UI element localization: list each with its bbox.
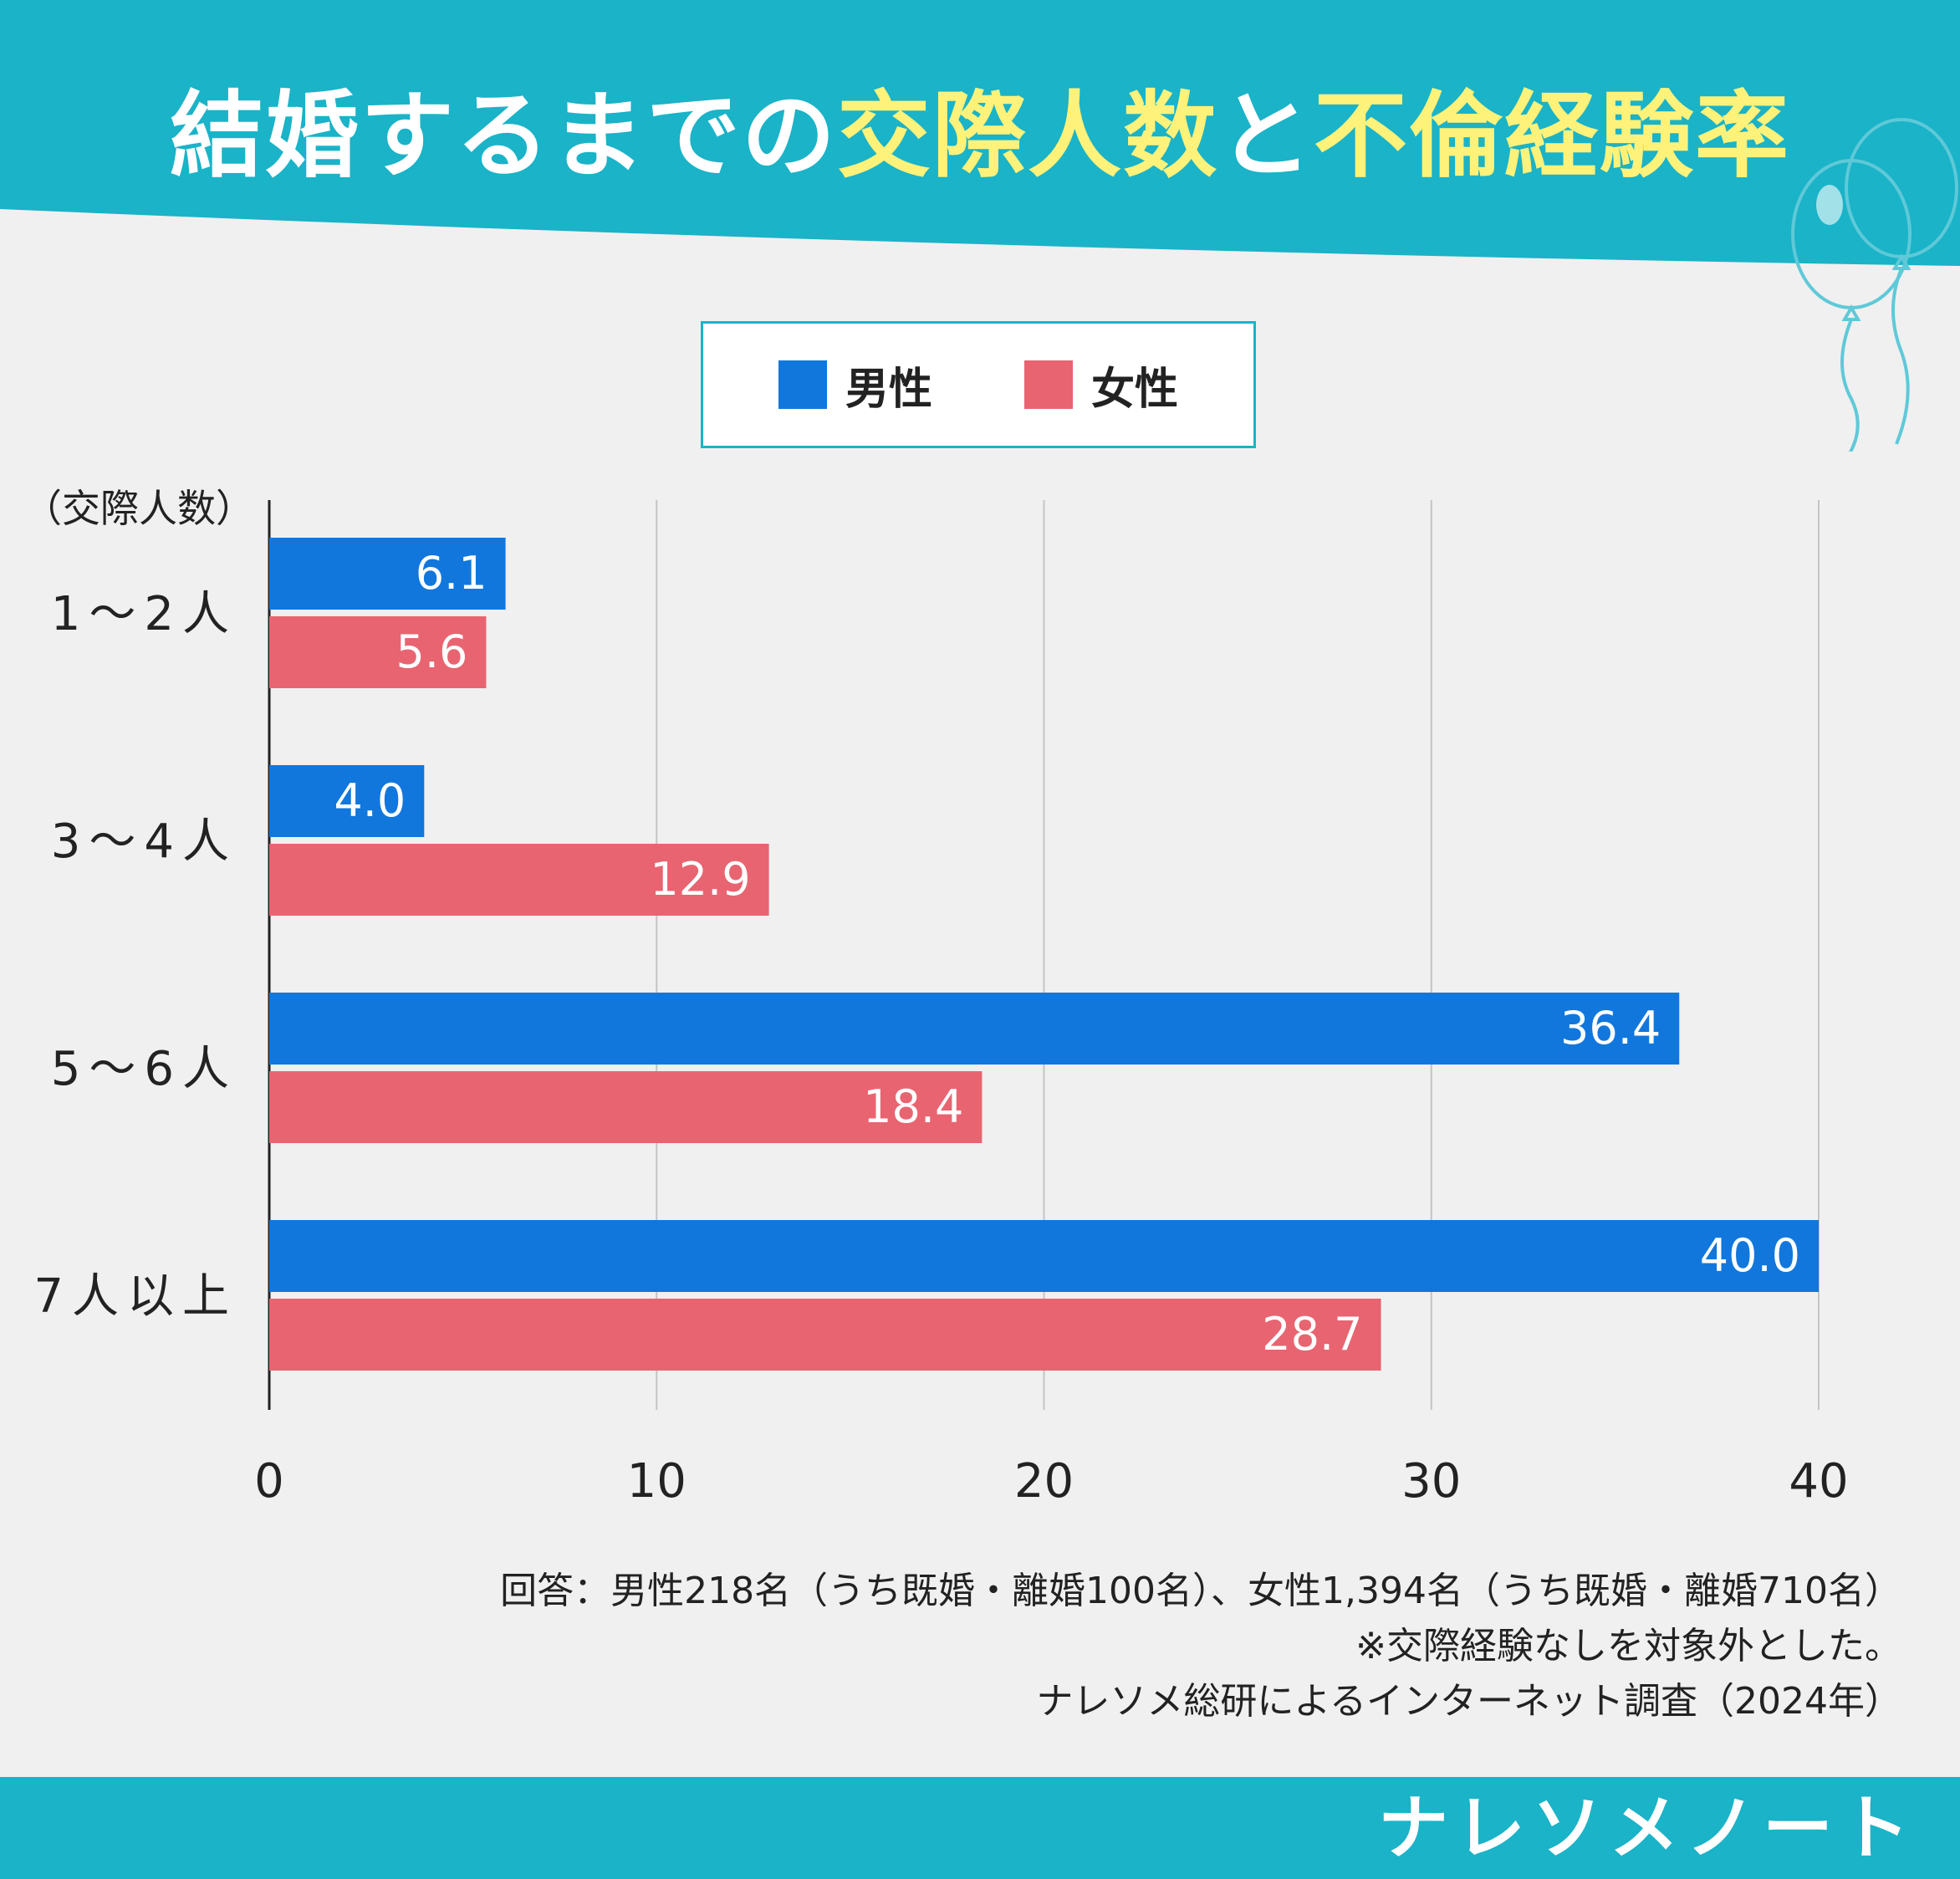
data-label: 6.1: [416, 547, 487, 600]
data-label: 18.4: [863, 1080, 963, 1133]
data-label: 36.4: [1560, 1002, 1661, 1054]
data-label: 4.0: [334, 774, 406, 827]
footnote-exclusion: ※交際経験なしを対象外とした。: [1355, 1625, 1901, 1667]
header-banner: [0, 0, 1960, 266]
bar-female: [269, 844, 769, 916]
data-label: 40.0: [1700, 1229, 1800, 1282]
y-axis-title: （交際人数）: [23, 486, 254, 531]
data-label: 12.9: [650, 853, 750, 906]
bar-male: [269, 1220, 1819, 1292]
legend-label-female: 女性: [1091, 364, 1179, 415]
title-part-3: と: [1218, 82, 1314, 191]
bar-male: [269, 765, 425, 837]
bar-female: [269, 1299, 1381, 1371]
footnotes: 回答：男性218名（うち既婚・離婚100名）、女性1,394名（うち既婚・離婚7…: [500, 1564, 1901, 1729]
page-title: 結婚するまでの交際人数と不倫経験率: [0, 60, 1960, 196]
bar-male: [269, 993, 1680, 1065]
title-part-1: 結婚するまでの: [170, 82, 837, 191]
bar-male: [269, 538, 506, 610]
x-tick-label: 30: [1401, 1454, 1461, 1509]
brand-logo: ナレソメノート: [1377, 1787, 1917, 1869]
bar-chart: 0 10 20 30 40 6.1 5.6 1～2人 4.0 12.9 3～4人 36.4 18.4 5～…: [33, 500, 1849, 1509]
data-label: 5.6: [396, 625, 468, 678]
footer-bar: [0, 1777, 1960, 1879]
legend-item-female: 女性: [1024, 354, 1178, 416]
footnote-respondents: 回答：男性218名（うち既婚・離婚100名）、女性1,394名（うち既婚・離婚7…: [500, 1570, 1901, 1612]
legend-label-male: 男性: [845, 364, 932, 415]
footnote-source: ナレソメ総研によるインターネット調査（2024年）: [1036, 1680, 1901, 1723]
category-label: 7人以上: [33, 1269, 237, 1324]
category-label: 1～2人: [51, 587, 237, 641]
bar-female: [269, 1071, 983, 1143]
title-part-2: 交際人数: [837, 82, 1218, 191]
title-part-4: 不倫経験率: [1314, 82, 1790, 191]
legend-swatch-female: [1024, 360, 1073, 409]
legend-item-male: 男性: [778, 354, 932, 416]
data-label: 28.7: [1262, 1308, 1362, 1361]
x-tick-label: 40: [1789, 1454, 1848, 1509]
x-tick-label: 20: [1014, 1454, 1074, 1509]
balloons-icon: [1791, 118, 1958, 452]
x-tick-label: 10: [627, 1454, 687, 1509]
x-tick-label: 0: [254, 1454, 284, 1509]
legend-swatch-male: [778, 360, 827, 409]
category-label: 5～6人: [51, 1042, 237, 1096]
legend: 男性 女性: [701, 321, 1256, 448]
category-label: 3～4人: [51, 814, 237, 869]
bar-female: [269, 616, 487, 688]
